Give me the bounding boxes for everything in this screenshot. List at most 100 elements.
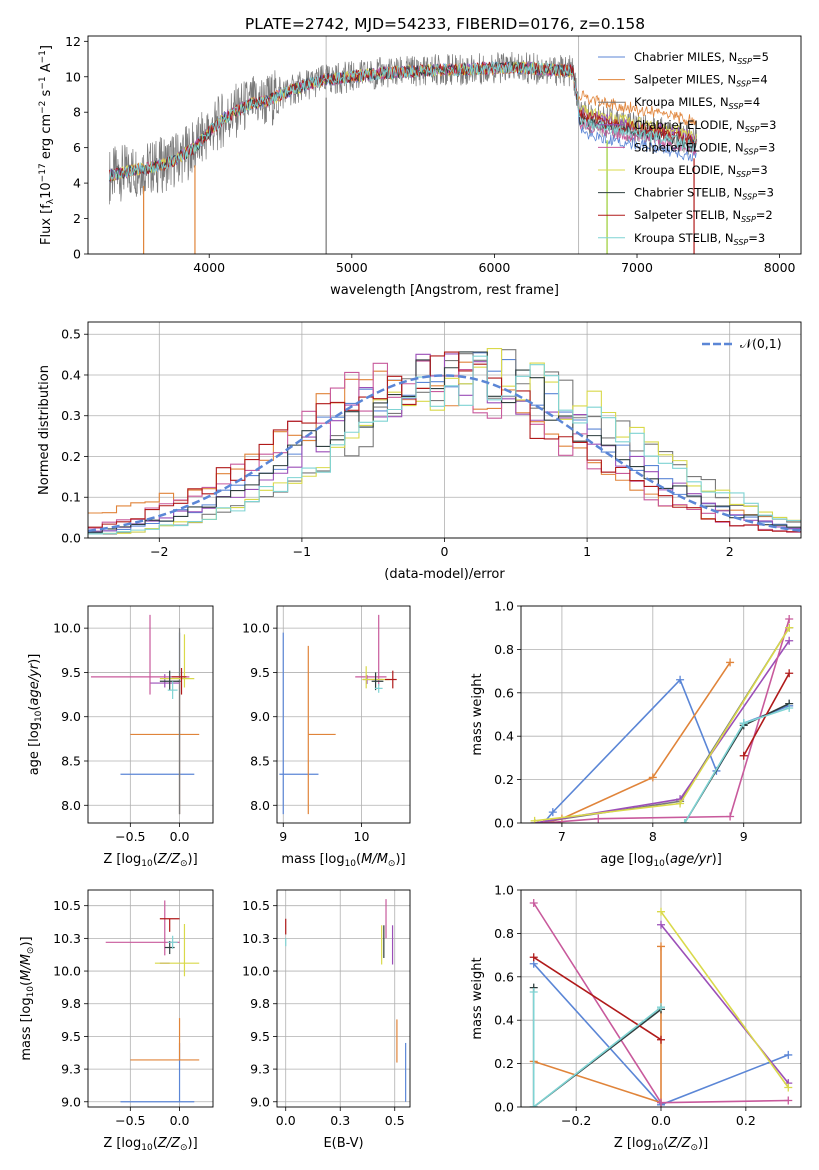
mass_age-point: [371, 672, 384, 691]
z_mass-frame: [87, 889, 214, 1108]
z_weight-marker: [784, 1096, 793, 1105]
residuals-ytick-label: 0.3: [61, 408, 81, 423]
z_age-xtick-label: −0.5: [115, 829, 145, 844]
z_age-point: [167, 681, 178, 699]
age_weight-ytick-label: 0.6: [494, 685, 514, 700]
mass_age-xtick-label: 9: [279, 829, 287, 844]
age_weight-series: [530, 623, 794, 823]
z_weight-xtick-label: 0.0: [651, 1113, 671, 1128]
age_weight-marker: [726, 658, 735, 667]
residuals-ytick-label: 0.5: [61, 327, 81, 342]
ebv_mass-xlabel: E(B-V): [323, 1136, 363, 1151]
z_age-point: [159, 670, 180, 691]
age_weight-plot: [530, 615, 794, 823]
z_age-frame: [87, 605, 214, 824]
z_age-plot: [90, 614, 200, 815]
ebv_mass-xtick-label: 0.5: [385, 1113, 405, 1128]
residuals-xlabel: (data-model)/error: [384, 567, 505, 582]
age_weight-xtick-label: 9: [740, 829, 748, 844]
age_weight-series-line: [742, 672, 790, 757]
ebv_mass-ytick-label: 10.0: [242, 964, 270, 979]
age_weight-marker: [785, 669, 794, 678]
z_mass-ylabel: mass [log10(M/M⊙)]: [19, 936, 36, 1060]
spectrum-frame: [87, 35, 802, 255]
spectrum-axes: 4000 5000 6000 7000 8000 0 2 4 6 8 10 12: [65, 34, 795, 275]
z_weight-ytick-label: 0.2: [494, 1056, 514, 1071]
z_age-ytick-label: 8.0: [61, 798, 81, 813]
ebv_mass-ytick-label: 9.3: [250, 1062, 270, 1077]
residuals-ytick-label: 0.0: [61, 531, 81, 546]
z_age-point: [171, 668, 187, 695]
legend-label: Salpeter MILES, NSSP=4: [634, 73, 768, 89]
mass_age-point: [355, 614, 387, 686]
z_weight-marker: [657, 1003, 665, 1012]
z_weight-series-line: [532, 992, 662, 1107]
residuals-legend-label: 𝒩(0,1): [740, 336, 782, 351]
z_age-ytick-label: 8.5: [61, 754, 81, 769]
residuals-hist: [88, 351, 801, 533]
legend-label: Salpeter STELIB, NSSP=2: [634, 208, 773, 224]
spectrum-line-model: [109, 60, 697, 181]
age_weight-ytick-label: 0.0: [494, 816, 514, 831]
residuals-normal-curve: [88, 374, 801, 533]
z_age-ytick-label: 9.5: [61, 665, 81, 680]
z_age-ylabel: age [log10(age/yr)]: [27, 654, 44, 776]
age_weight-marker: [785, 636, 794, 645]
spectrum-xtick-label: 5000: [336, 260, 368, 275]
z_age-point: [120, 632, 195, 815]
spectrum-xtick-label: 7000: [621, 260, 653, 275]
z_weight-marker: [529, 899, 538, 908]
z_weight-ytick-label: 1.0: [494, 883, 514, 898]
z_mass-ytick-label: 9.5: [61, 1029, 81, 1044]
ebv_mass-xtick-label: 0.3: [330, 1113, 350, 1128]
z_mass-axes: −0.5 0.0 9.0 9.3 9.5 9.8 10.0 10.3 10.5: [53, 890, 213, 1128]
age_weight-series: [680, 703, 794, 823]
figure-title: PLATE=2742, MJD=54233, FIBERID=0176, z=0…: [245, 15, 645, 33]
z_mass-point: [154, 923, 200, 977]
z_mass-point: [130, 1018, 200, 1061]
age_weight-marker: [726, 812, 735, 821]
z_weight-ytick-label: 0.0: [494, 1100, 514, 1115]
spectrum-ytick-label: 2: [73, 211, 81, 226]
ebv_mass-ytick-label: 10.3: [242, 931, 270, 946]
spectrum-ylabel: Flux [fλ10−17 erg cm−2 s−1 A−1]: [38, 45, 56, 245]
spectrum-ytick-label: 10: [65, 69, 81, 84]
legend-label: Kroupa STELIB, NSSP=3: [634, 231, 765, 247]
z_mass-ytick-label: 10.0: [53, 964, 81, 979]
z_weight-marker: [529, 1103, 538, 1107]
residuals-xtick-label: 1: [583, 544, 591, 559]
mass_age-ytick-label: 9.0: [250, 709, 270, 724]
z_weight-axes: −0.2 0.0 0.2 0.0 0.2 0.4 0.6 0.8 1.0: [494, 883, 801, 1128]
z_mass-ytick-label: 10.5: [53, 898, 81, 913]
mass_age-ytick-label: 9.5: [250, 665, 270, 680]
spectrum-xtick-label: 8000: [764, 260, 796, 275]
age_weight-series: [680, 699, 794, 823]
age_weight-marker: [594, 814, 603, 823]
z_weight-xtick-label: 0.2: [736, 1113, 756, 1128]
mass_age-point: [307, 645, 336, 815]
residuals-hist: [88, 353, 801, 532]
residuals-ytick-label: 0.2: [61, 449, 81, 464]
age_weight-series-line: [683, 707, 790, 823]
z_mass-point: [105, 900, 180, 956]
z_weight-series-line: [533, 956, 662, 1041]
age_weight-marker: [676, 799, 685, 808]
residuals-ylabel: Normed distribution: [37, 365, 52, 495]
spectrum-xtick-label: 4000: [193, 260, 225, 275]
z_weight-series-line: [660, 924, 789, 1084]
z_weight-marker: [657, 907, 665, 916]
z_weight-marker: [657, 1098, 665, 1107]
z_age-point: [130, 681, 200, 815]
z_age-axes: −0.5 0.0 8.0 8.5 9.0 9.5 10.0: [53, 606, 213, 844]
mass_age-xlabel: mass [log10(M/M⊙)]: [281, 852, 405, 869]
z_mass-xtick-label: 0.0: [170, 1113, 190, 1128]
spectrum-ytick-label: 12: [65, 34, 81, 49]
ebv_mass-ytick-label: 9.0: [250, 1094, 270, 1109]
age_weight-marker: [785, 623, 794, 632]
spectrum-xtick-label: 6000: [479, 260, 511, 275]
spectrum-ytick-label: 6: [73, 140, 81, 155]
age_weight-series-line: [534, 640, 790, 823]
age_weight-ytick-label: 0.8: [494, 642, 514, 657]
age_weight-series-line: [534, 627, 790, 823]
age_weight-xlabel: age [log10(age/yr)]: [600, 852, 722, 869]
